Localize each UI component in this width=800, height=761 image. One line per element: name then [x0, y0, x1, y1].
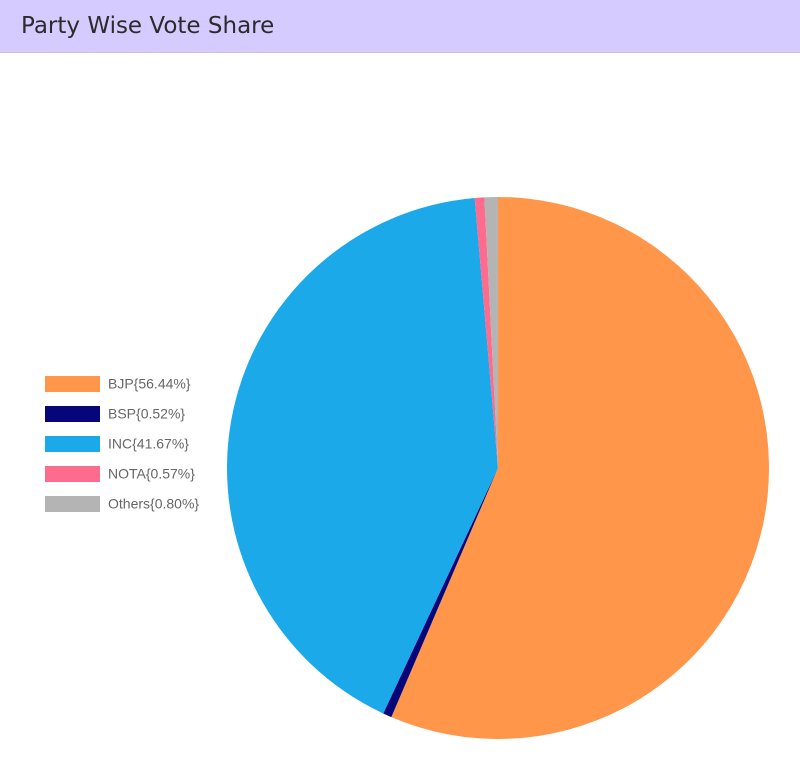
pie-slice	[484, 197, 498, 468]
legend-swatch	[45, 496, 100, 512]
legend-swatch	[45, 406, 100, 422]
legend-label: NOTA{0.57%}	[108, 466, 195, 482]
legend-label: INC{41.67%}	[108, 436, 189, 452]
pie-slice	[474, 197, 498, 468]
pie-slice	[391, 197, 769, 739]
legend-label: Others{0.80%}	[108, 496, 199, 512]
chart-title: Party Wise Vote Share	[21, 13, 275, 39]
legend-label: BSP{0.52%}	[108, 406, 185, 422]
legend-swatch	[45, 466, 100, 482]
legend-swatch	[45, 376, 100, 392]
chart: BJP{56.44%} BSP{0.52%} INC{41.67%} NOTA{0.5…	[45, 197, 769, 739]
pie-slice	[383, 468, 498, 718]
legend-swatch	[45, 436, 100, 452]
header: Party Wise Vote Share	[0, 0, 800, 53]
pie-slice	[227, 198, 498, 714]
legend-label: BJP{56.44%}	[108, 376, 191, 392]
